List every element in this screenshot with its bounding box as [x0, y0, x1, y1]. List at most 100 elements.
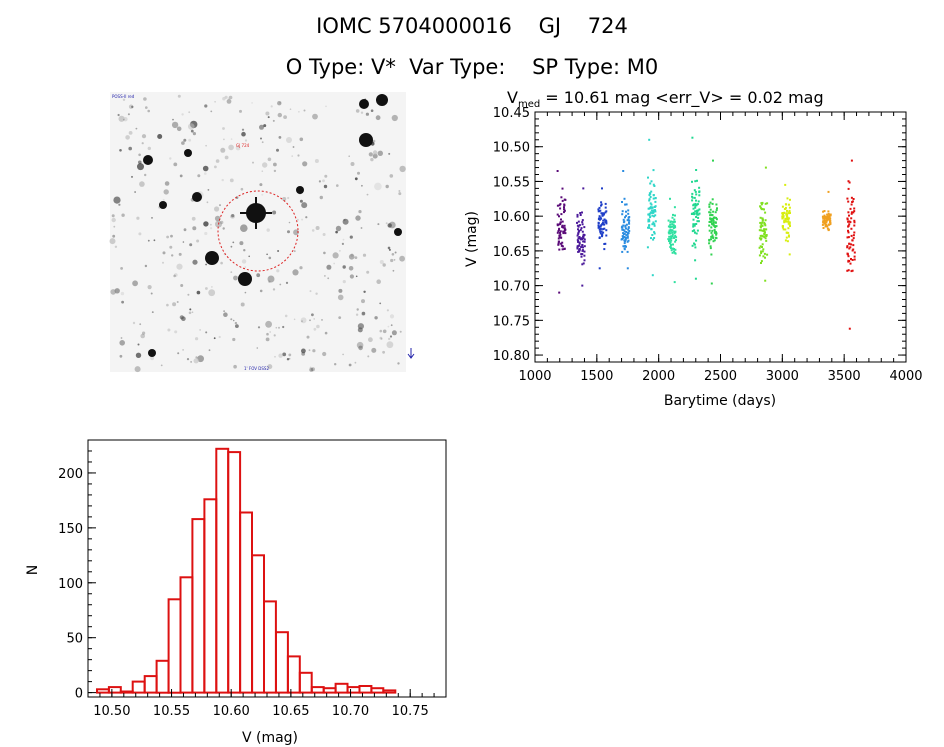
field-star — [120, 291, 125, 296]
light-curve-point — [786, 240, 789, 243]
light-curve-point — [822, 220, 825, 223]
light-curve-point — [709, 221, 712, 224]
field-star — [127, 113, 130, 116]
histogram-bar — [131, 680, 146, 694]
light-curve-point — [603, 243, 606, 245]
light-curve-point — [580, 227, 583, 230]
light-curve-point — [673, 281, 676, 284]
bright-star — [359, 133, 373, 147]
light-curve-point — [582, 233, 585, 236]
light-curve-point — [764, 237, 767, 240]
light-curve-point — [709, 245, 712, 248]
field-star — [176, 126, 182, 132]
field-star — [379, 336, 383, 340]
field-star — [151, 311, 154, 313]
light-curve-point — [653, 185, 656, 187]
light-curve-point — [669, 246, 672, 248]
light-curve-point — [626, 267, 629, 270]
field-star — [111, 214, 115, 218]
field-star — [170, 234, 173, 238]
field-star — [342, 265, 346, 269]
field-star — [385, 222, 388, 225]
light-curve-point — [847, 255, 850, 258]
light-curve-point — [713, 225, 716, 228]
field-star — [121, 213, 125, 217]
field-star — [233, 275, 238, 281]
field-star — [256, 347, 259, 349]
field-star — [323, 184, 328, 189]
field-star — [177, 94, 181, 98]
field-star — [118, 115, 125, 122]
light-curve-point — [823, 210, 826, 212]
field-star — [204, 104, 208, 108]
light-curve-point — [698, 212, 701, 215]
light-curve-point — [651, 223, 654, 226]
light-curve-point — [764, 234, 767, 237]
light-curve-point — [671, 225, 674, 228]
field-star — [144, 173, 147, 177]
light-curve-point — [788, 209, 791, 212]
light-curve-point — [673, 225, 676, 228]
light-curve-point — [698, 208, 701, 211]
light-curve-point — [669, 223, 672, 226]
light-curve-point — [578, 224, 581, 227]
light-curve-point — [669, 241, 672, 244]
field-star — [398, 190, 401, 192]
light-curve-point — [601, 223, 604, 226]
light-curve-point — [697, 216, 700, 219]
light-curve-point — [648, 214, 651, 217]
y-tick-label: 50 — [66, 632, 83, 647]
field-star — [300, 317, 307, 324]
light-curve-point — [650, 190, 653, 193]
light-curve-point — [848, 327, 851, 330]
histogram-bar — [107, 686, 122, 694]
light-curve-point — [580, 246, 583, 249]
star-field-stars — [109, 94, 406, 373]
light-curve-point — [622, 224, 625, 227]
field-star — [120, 337, 123, 339]
light-curve-point — [694, 190, 697, 193]
light-curve-point — [853, 219, 856, 222]
light-curve-point — [711, 229, 714, 232]
light-curve-point — [691, 199, 694, 202]
light-curve-point — [650, 203, 653, 206]
field-star — [164, 181, 170, 186]
light-curve-point — [558, 236, 561, 239]
field-star — [208, 289, 216, 297]
light-curve-point — [782, 215, 785, 218]
light-curve-point — [620, 226, 623, 229]
field-star — [327, 277, 330, 280]
light-curve-point — [853, 224, 856, 227]
light-curve-point — [667, 219, 670, 222]
light-curve-point — [695, 223, 698, 225]
field-star — [162, 198, 165, 201]
light-curve-point — [579, 228, 582, 231]
light-curve-title: Vmed = 10.61 mag <err_V> = 0.02 mag — [507, 88, 824, 110]
light-curve-point — [850, 211, 853, 214]
plot-frame — [534, 111, 907, 363]
light-curve-point — [710, 282, 713, 285]
light-curve-point — [784, 208, 787, 210]
field-star — [354, 177, 358, 181]
light-curve-point — [764, 256, 766, 259]
field-star — [239, 109, 242, 113]
light-curve-point — [625, 214, 628, 217]
field-star — [296, 218, 299, 221]
field-star — [193, 358, 199, 364]
field-star — [234, 321, 238, 325]
light-curve-point — [848, 220, 851, 223]
light-curve-point — [695, 169, 698, 171]
field-star — [123, 117, 128, 122]
field-star — [309, 366, 312, 369]
field-star — [278, 326, 280, 329]
field-star — [342, 280, 346, 284]
light-curve-point — [581, 230, 584, 233]
light-curve-point — [850, 212, 853, 215]
field-star — [174, 330, 178, 334]
light-curve-point — [711, 222, 713, 225]
field-star — [334, 363, 337, 366]
light-curve-point — [654, 210, 657, 213]
light-curve-point — [652, 194, 655, 197]
light-curve-point — [599, 216, 602, 219]
field-star — [306, 335, 310, 339]
